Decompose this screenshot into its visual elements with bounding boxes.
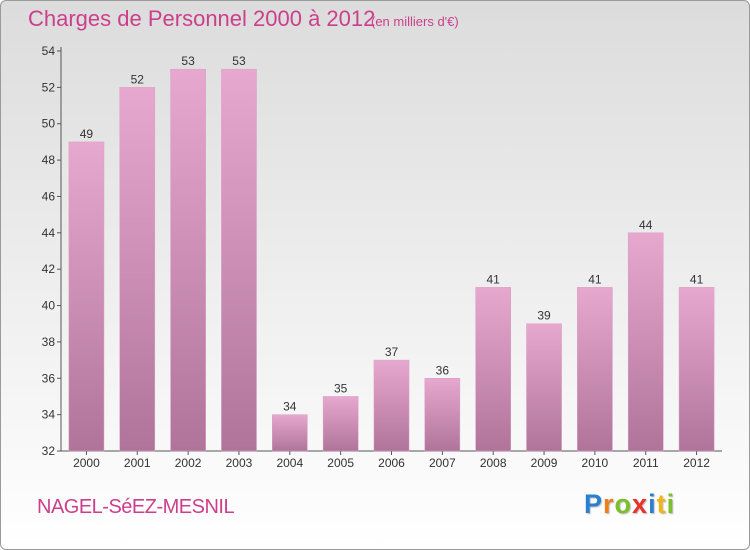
logo-letter: t	[656, 489, 667, 519]
y-tick-label: 50	[42, 117, 56, 131]
x-tick-labels: 2000 2001 2002 2003 2004 2005 2006 2007 2008 2009…	[73, 456, 710, 470]
data-label: 37	[385, 345, 399, 359]
y-tick-label: 48	[42, 153, 56, 167]
data-label: 53	[232, 54, 246, 68]
data-label: 41	[690, 272, 704, 286]
data-label: 49	[80, 127, 94, 141]
bar	[272, 414, 308, 452]
x-tick-label: 2006	[378, 456, 405, 470]
logo-letter: x	[632, 489, 649, 519]
x-tick-label: 2002	[175, 456, 202, 470]
y-tick-label: 42	[42, 262, 56, 276]
x-tick-label: 2005	[327, 456, 354, 470]
data-label: 53	[181, 54, 195, 68]
proxiti-logo: Proxiti	[584, 489, 675, 520]
data-labels: 49 52 53 53 34 35 37 36 41 39 41 44 41	[80, 54, 704, 413]
data-label: 44	[639, 218, 653, 232]
y-tick-label: 52	[42, 80, 56, 94]
y-tick-label: 36	[42, 371, 56, 385]
data-label: 35	[334, 381, 348, 395]
x-tick-label: 2008	[480, 456, 507, 470]
bar	[119, 87, 156, 452]
logo-letter: r	[603, 489, 615, 519]
bar	[322, 396, 359, 452]
data-label: 41	[487, 272, 501, 286]
bars	[68, 68, 715, 452]
x-tick-label: 2000	[73, 456, 100, 470]
x-tick-label: 2011	[633, 456, 659, 470]
bar	[627, 232, 664, 452]
y-tick-labels: 32 34 36 38 40 42 44 46 48 50 52 54	[42, 44, 56, 458]
logo-letter: i	[648, 489, 657, 519]
y-tick-label: 54	[42, 44, 56, 58]
logo-letter: i	[666, 489, 676, 519]
data-label: 39	[537, 309, 551, 323]
bar	[170, 68, 206, 452]
logo-letter: o	[614, 489, 633, 519]
x-tick-label: 2012	[683, 456, 710, 470]
y-tick-label: 34	[42, 408, 56, 422]
data-label: 52	[131, 72, 145, 86]
y-tick-label: 32	[42, 444, 56, 458]
x-tick-label: 2009	[531, 456, 558, 470]
x-tick-label: 2004	[276, 456, 303, 470]
x-tick-label: 2007	[429, 456, 456, 470]
bar	[424, 378, 461, 452]
bar	[577, 287, 613, 452]
bar	[373, 359, 410, 452]
place-name: NAGEL-SéEZ-MESNIL	[37, 496, 235, 518]
x-tick-label: 2001	[124, 456, 151, 470]
y-tick-label: 46	[42, 189, 56, 203]
x-tick-label: 2010	[582, 456, 609, 470]
bar	[526, 323, 562, 452]
data-label: 36	[436, 363, 450, 377]
logo-letter: P	[584, 489, 604, 519]
bar	[475, 287, 511, 452]
data-label: 34	[283, 400, 297, 414]
data-label: 41	[588, 272, 602, 286]
bar	[68, 141, 105, 452]
chart-title: Charges de Personnel 2000 à 2012	[28, 6, 376, 31]
x-tick-label: 2003	[226, 456, 253, 470]
y-tick-label: 44	[42, 226, 56, 240]
y-tick-label: 40	[42, 299, 56, 313]
chart-unit: (en milliers d'€)	[371, 14, 459, 29]
bar	[678, 287, 715, 452]
y-tick-label: 38	[42, 335, 56, 349]
bar	[221, 68, 257, 452]
